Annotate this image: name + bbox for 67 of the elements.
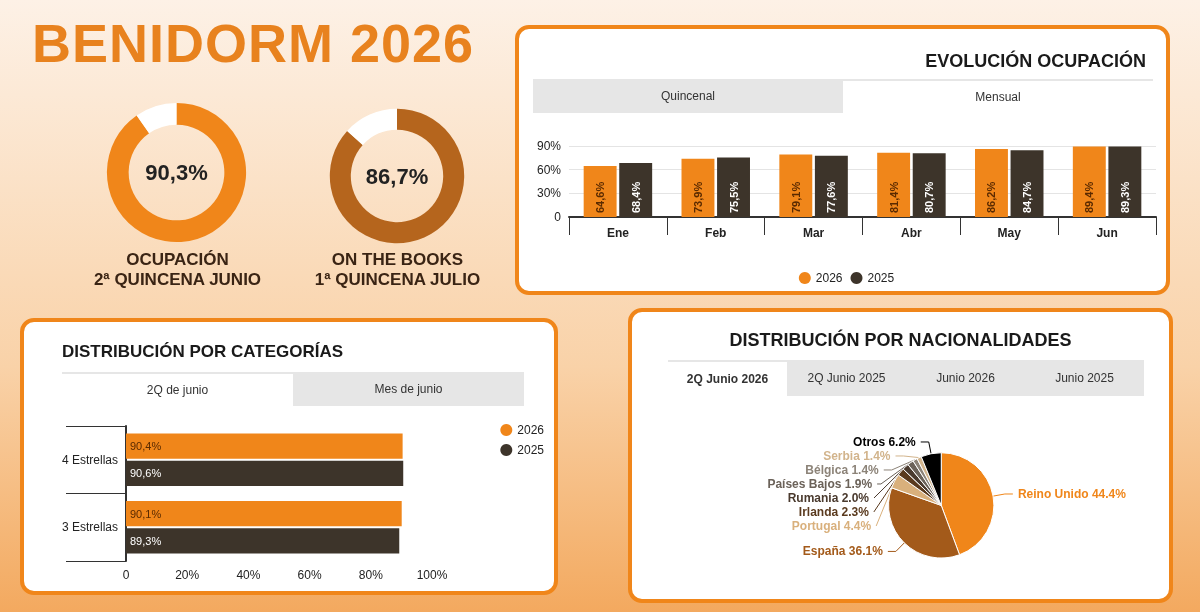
x-tick-label: Mar (802, 226, 825, 240)
data-label: 64,6% (594, 181, 607, 213)
x-tick-label: Abr (901, 226, 923, 240)
slice-label: Países Bajos 1.9% (767, 476, 873, 491)
chart-title: DISTRIBUCIÓN POR NACIONALIDADES (728, 330, 1073, 351)
x-tick-label: Feb (705, 226, 727, 240)
slice-label: Reino Unido 44.4% (1017, 487, 1127, 501)
slice-label: Rumania 2.0% (787, 490, 870, 505)
data-label: 80,7% (923, 181, 936, 213)
text: Junio 2026 (906, 360, 1025, 396)
data-label: 90,4% (130, 440, 162, 453)
x-tick-label: 20% (175, 568, 200, 582)
text: 2Q de junio (62, 372, 293, 406)
text: Mes de junio (293, 372, 524, 406)
x-tick-label: 80% (358, 568, 384, 582)
data-label: 86,2% (985, 181, 998, 213)
y-tick-label: 3 Estrellas (61, 520, 118, 535)
legend-label: 2025 (867, 271, 895, 285)
data-label: 89,3% (130, 534, 162, 547)
data-label: 90,6% (130, 467, 162, 480)
x-tick-label: 100% (416, 568, 448, 582)
bar (975, 149, 1008, 217)
text: BENIDORM 2026 (32, 12, 475, 74)
text: ON THE BOOKS 1ª QUINCENA JULIO (313, 250, 482, 290)
chart-title: EVOLUCIÓN OCUPACIÓN (925, 51, 1146, 72)
y-tick-label: 60% (536, 162, 562, 177)
text: Mensual (843, 79, 1153, 113)
x-tick-label: May (997, 226, 1022, 240)
bar (877, 152, 911, 217)
slice-label: Irlanda 2.3% (798, 504, 870, 519)
data-label: 89,3% (1118, 181, 1131, 213)
slice-label: Otros 6.2% (853, 434, 917, 449)
data-label: 86,7% (365, 163, 429, 189)
chart-title: DISTRIBUCIÓN POR CATEGORÍAS (62, 342, 344, 362)
data-label: 77,6% (825, 181, 838, 213)
x-tick-label: Ene (606, 226, 630, 240)
data-label: 89,4% (1083, 181, 1096, 213)
slice-label: Serbia 1.4% (823, 448, 891, 463)
text: 2Q Junio 2025 (787, 360, 906, 396)
y-tick-label: 30% (536, 186, 562, 201)
y-tick-label: 0 (554, 210, 562, 224)
x-tick-label: 40% (236, 568, 261, 582)
bar (779, 154, 813, 217)
legend-label: 2026 (815, 271, 843, 285)
bar (1072, 146, 1106, 217)
slice-label: España 36.1% (802, 544, 884, 559)
data-label: 75,5% (727, 181, 740, 213)
data-label: 73,9% (691, 181, 704, 213)
slice-label: Portugal 4.4% (791, 518, 872, 533)
text: Quincenal (533, 79, 843, 113)
data-label: 90,1% (130, 507, 162, 520)
legend-label: 2025 (517, 443, 545, 457)
data-label: 79,1% (789, 181, 802, 213)
x-tick-label: 60% (297, 568, 322, 582)
text: 2Q Junio 2026 (668, 360, 787, 396)
x-tick-label: 0 (122, 568, 130, 582)
data-label: 84,7% (1021, 181, 1034, 213)
x-tick-label: Jun (1096, 226, 1118, 240)
text: OCUPACIÓN 2ª QUINCENA JUNIO (92, 250, 263, 290)
data-label: 90,3% (145, 160, 208, 185)
text: Junio 2025 (1025, 360, 1144, 396)
y-tick-label: 4 Estrellas (61, 452, 118, 467)
data-label: 81,4% (887, 181, 900, 213)
y-tick-label: 90% (536, 139, 562, 153)
slice-label: Bélgica 1.4% (805, 462, 880, 477)
data-label: 68,4% (629, 181, 642, 213)
legend-label: 2026 (517, 423, 545, 437)
